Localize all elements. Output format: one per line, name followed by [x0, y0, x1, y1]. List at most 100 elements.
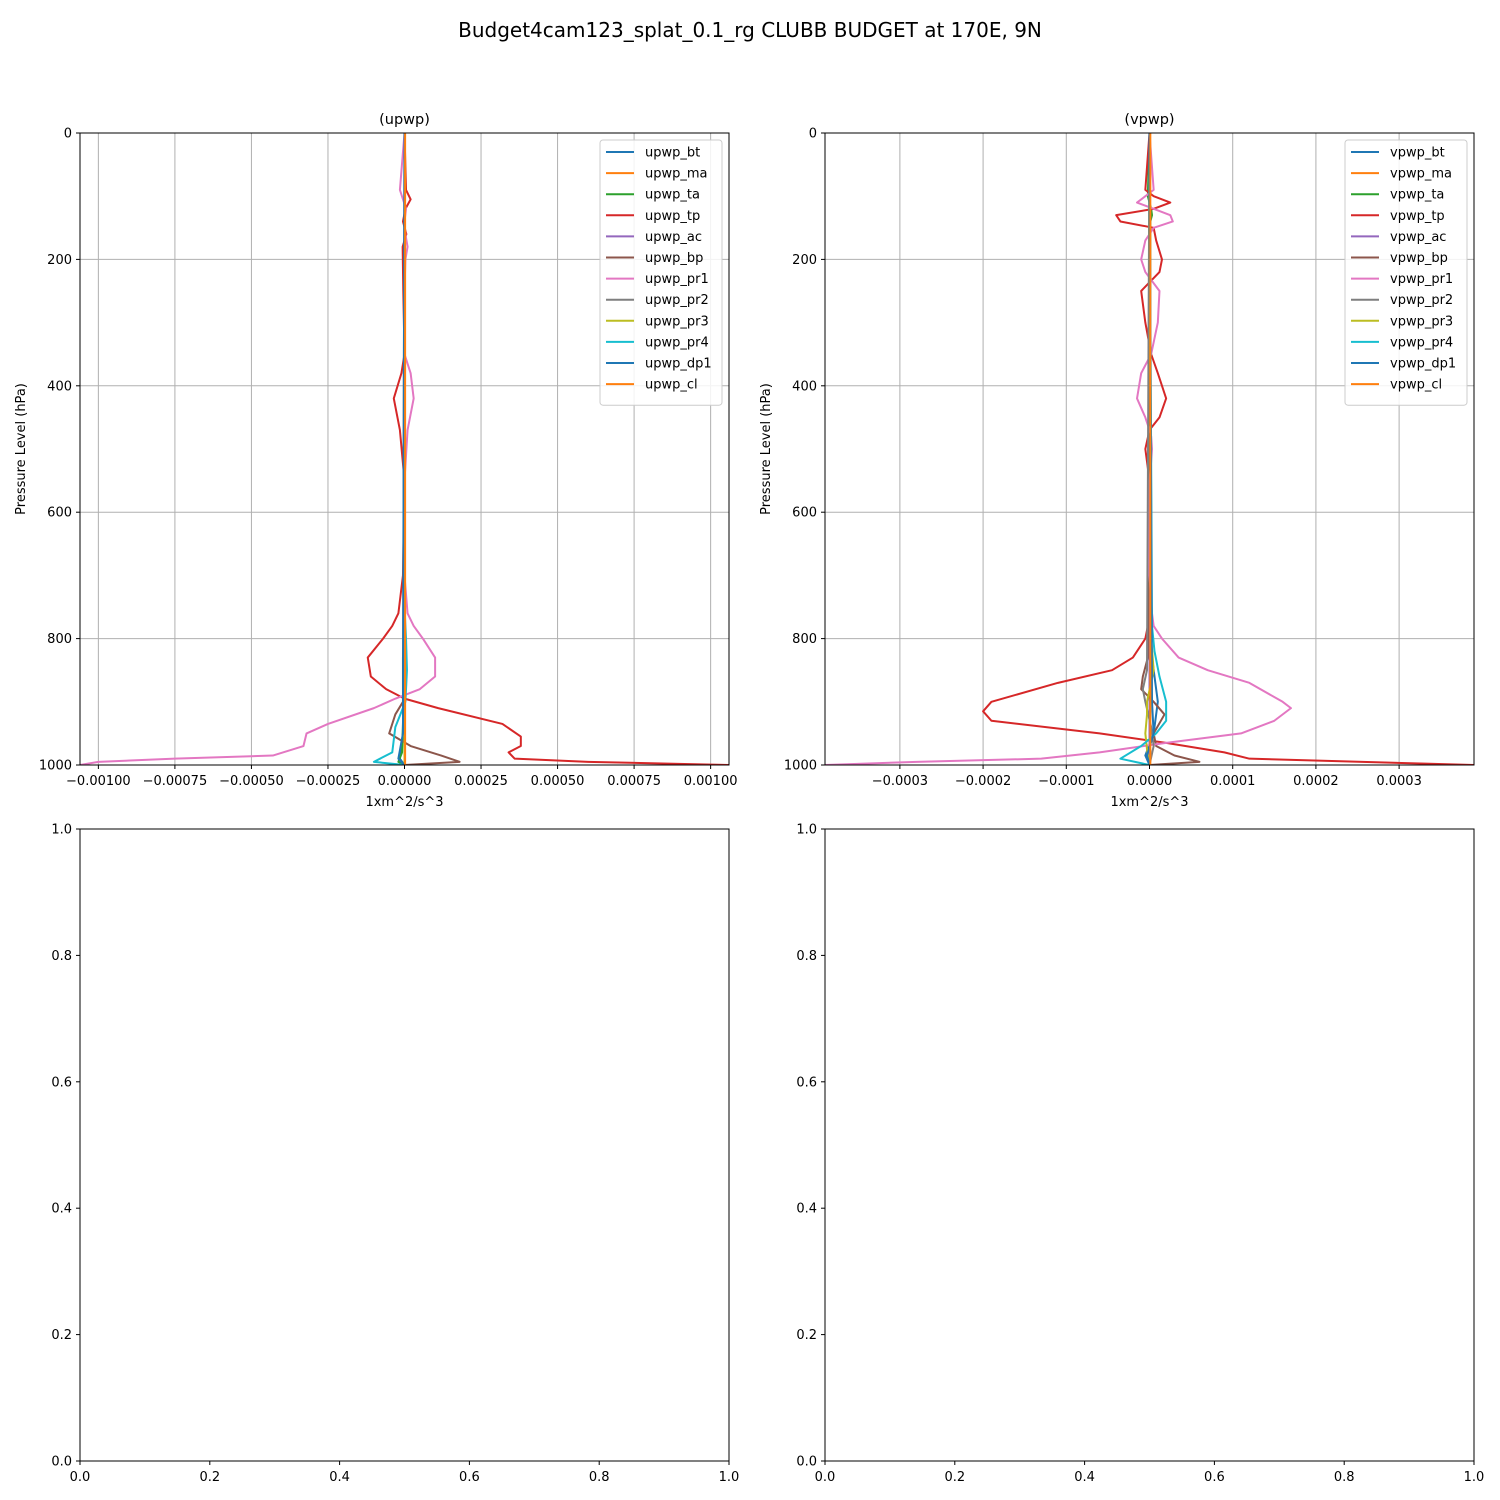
legend-label-upwp_ma: upwp_ma: [645, 167, 708, 182]
y-tick-label: 1000: [784, 759, 817, 774]
series-line-upwp_pr1: [80, 133, 437, 765]
legend-label-upwp_ac: upwp_ac: [645, 230, 702, 245]
y-tick-label: 1000: [39, 759, 72, 774]
legend: vpwp_bt vpwp_ma vpwp_ta vpwp_tp vpwp_ac vpwp_…: [1344, 139, 1468, 406]
y-tick-label: 0.2: [796, 1328, 817, 1343]
series-line-vpwp_pr4: [1119, 133, 1168, 765]
legend-label-vpwp_cl: vpwp_cl: [1390, 378, 1442, 393]
legend-label-upwp_bt: upwp_bt: [645, 146, 700, 161]
y-tick-label: 800: [47, 632, 72, 647]
legend-label-upwp_pr3: upwp_pr3: [645, 314, 709, 329]
series-line-vpwp_pr1: [825, 133, 1292, 765]
x-tick-label: −0.00050: [219, 774, 284, 789]
x-tick-label: 0.8: [1334, 1470, 1355, 1485]
y-tick-label: 0: [809, 127, 817, 142]
axes-frame: [824, 828, 1475, 1462]
x-tick-label: 0.8: [589, 1470, 610, 1485]
x-tick-label: 0.2: [199, 1470, 220, 1485]
legend-label-upwp_ta: upwp_ta: [645, 188, 700, 203]
legend-label-vpwp_pr4: vpwp_pr4: [1390, 335, 1453, 350]
x-tick-label: 0.00050: [531, 774, 585, 789]
y-axis-label: Pressure Level (hPa): [759, 383, 774, 515]
x-tick-label: 0.0003: [1376, 774, 1422, 789]
x-tick-label: 0.4: [329, 1470, 350, 1485]
x-tick-label: 0.0: [70, 1470, 91, 1485]
x-tick-label: 0.0001: [1210, 774, 1256, 789]
x-tick-label: −0.00025: [296, 774, 361, 789]
y-tick-label: 0.8: [796, 949, 817, 964]
legend-label-upwp_cl: upwp_cl: [645, 378, 698, 393]
x-tick-label: 0.00000: [378, 774, 432, 789]
legend-label-vpwp_ta: vpwp_ta: [1390, 188, 1444, 203]
x-tick-label: −0.0003: [872, 774, 928, 789]
x-tick-label: 0.0002: [1293, 774, 1339, 789]
x-axis-label: 1xm^2/s^3: [365, 795, 443, 810]
panel-title: (upwp): [379, 112, 430, 128]
x-axis-label: 1xm^2/s^3: [1110, 795, 1188, 810]
series-line-vpwp_pr2: [1141, 133, 1155, 765]
y-tick-label: 800: [792, 632, 817, 647]
y-tick-label: 1.0: [51, 823, 72, 838]
legend-label-upwp_pr1: upwp_pr1: [645, 272, 709, 287]
y-tick-label: 0.8: [51, 949, 72, 964]
legend-label-vpwp_bp: vpwp_bp: [1390, 251, 1448, 266]
legend-label-vpwp_dp1: vpwp_dp1: [1390, 357, 1456, 372]
panel-3: 0.0 0.2 0.4 0.6 0.8 1.0 0.0 0.2 0.4 0.6 0.8 1.0: [51, 823, 739, 1486]
x-tick-label: 0.00100: [684, 774, 738, 789]
figure-title: Budget4cam123_splat_0.1_rg CLUBB BUDGET …: [458, 18, 1042, 42]
legend-label-vpwp_tp: vpwp_tp: [1390, 209, 1445, 224]
x-tick-label: −0.0001: [1038, 774, 1094, 789]
panels-group: −0.00100 −0.00075 −0.00050 −0.00025 0.00000 0…: [14, 112, 1484, 1485]
panel-1: −0.00100 −0.00075 −0.00050 −0.00025 0.00000 0…: [14, 112, 738, 810]
x-tick-label: 0.6: [459, 1470, 480, 1485]
legend-label-upwp_bp: upwp_bp: [645, 251, 703, 266]
x-tick-label: 0.00025: [454, 774, 508, 789]
legend-label-vpwp_pr3: vpwp_pr3: [1390, 314, 1453, 329]
series-line-upwp_bp: [388, 133, 461, 765]
y-tick-label: 0.4: [51, 1202, 72, 1217]
x-tick-label: −0.00100: [66, 774, 131, 789]
legend-label-upwp_dp1: upwp_dp1: [645, 357, 712, 372]
y-tick-label: 200: [47, 253, 72, 268]
legend-label-upwp_pr4: upwp_pr4: [645, 335, 709, 350]
legend-label-vpwp_pr1: vpwp_pr1: [1390, 272, 1453, 287]
x-tick-label: 1.0: [1464, 1470, 1485, 1485]
y-axis-label: Pressure Level (hPa): [14, 383, 29, 515]
legend-label-vpwp_bt: vpwp_bt: [1390, 146, 1445, 161]
legend-label-upwp_pr2: upwp_pr2: [645, 293, 709, 308]
legend-box: [599, 139, 723, 406]
x-tick-label: −0.0002: [955, 774, 1011, 789]
y-tick-label: 0.6: [51, 1075, 72, 1090]
y-tick-label: 0.2: [51, 1328, 72, 1343]
series-line-vpwp_bp: [1140, 133, 1201, 765]
y-tick-label: 0.6: [796, 1075, 817, 1090]
y-tick-label: 400: [792, 379, 817, 394]
y-tick-label: 0.4: [796, 1202, 817, 1217]
y-tick-label: 600: [47, 506, 72, 521]
legend-label-vpwp_ma: vpwp_ma: [1390, 167, 1452, 182]
y-tick-label: 0.0: [796, 1455, 817, 1470]
y-tick-label: 0.0: [51, 1455, 72, 1470]
y-tick-label: 600: [792, 506, 817, 521]
legend-label-vpwp_pr2: vpwp_pr2: [1390, 293, 1453, 308]
y-tick-label: 400: [47, 379, 72, 394]
axes-frame: [79, 828, 730, 1462]
panel-2: −0.0003 −0.0002 −0.0001 0.0000 0.0001 0.0002 0…: [759, 112, 1475, 810]
x-tick-label: 0.0000: [1127, 774, 1173, 789]
legend: upwp_bt upwp_ma upwp_ta upwp_tp upwp_ac upwp_…: [599, 139, 723, 406]
x-tick-label: 0.6: [1204, 1470, 1225, 1485]
y-tick-label: 1.0: [796, 823, 817, 838]
panel-4: 0.0 0.2 0.4 0.6 0.8 1.0 0.0 0.2 0.4 0.6 0.8 1.0: [796, 823, 1484, 1486]
legend-label-vpwp_ac: vpwp_ac: [1390, 230, 1446, 245]
y-tick-label: 0: [64, 127, 72, 142]
panel-title: (vpwp): [1124, 112, 1174, 128]
x-tick-label: −0.00075: [143, 774, 208, 789]
y-tick-label: 200: [792, 253, 817, 268]
legend-label-upwp_tp: upwp_tp: [645, 209, 700, 224]
legend-box: [1344, 139, 1468, 406]
x-tick-label: 0.00075: [607, 774, 661, 789]
x-tick-label: 0.4: [1074, 1470, 1095, 1485]
x-tick-label: 0.2: [944, 1470, 965, 1485]
x-tick-label: 0.0: [815, 1470, 836, 1485]
